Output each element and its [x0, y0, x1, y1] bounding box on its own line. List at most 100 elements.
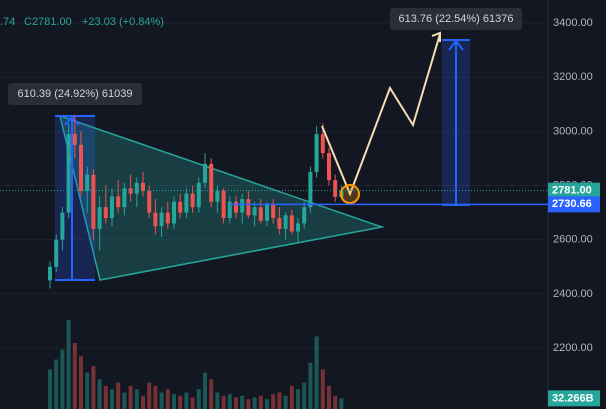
candle-body	[48, 266, 52, 281]
volume-bar	[116, 382, 121, 409]
candle-body	[165, 212, 170, 224]
candle-body	[141, 182, 145, 191]
candle-body	[258, 207, 263, 221]
volume-bar	[190, 397, 195, 409]
volume-bar	[178, 395, 183, 409]
volume-bars	[48, 319, 344, 409]
volume-bar	[302, 382, 307, 409]
measure-arrowhead	[64, 115, 80, 126]
volume-bar	[184, 392, 189, 409]
y-tick-label: 2400.00	[553, 288, 593, 300]
volume-bar	[203, 372, 207, 409]
volume-bar	[79, 356, 83, 409]
candle-body	[60, 212, 65, 240]
header-change: +23.03 (+0.84%)	[82, 16, 164, 28]
volume-bar	[277, 392, 282, 409]
volume-bar	[314, 336, 319, 409]
candle-body	[79, 144, 83, 191]
volume-bar	[122, 392, 127, 409]
volume-bar	[308, 362, 313, 409]
annotation: 610.39 (24.92%) 61039	[18, 88, 133, 100]
candle-body	[54, 239, 59, 267]
volume-bar	[196, 389, 201, 409]
highlight-circle	[340, 184, 360, 204]
projection-arrowhead	[431, 31, 441, 42]
candle-body	[66, 134, 71, 213]
volume-bar	[221, 395, 226, 409]
candle-body	[283, 215, 288, 229]
volume-bar	[327, 385, 331, 409]
candle-body	[314, 134, 319, 172]
volume-bar	[296, 389, 300, 409]
volume-bar	[91, 366, 96, 409]
annotation-box	[390, 8, 522, 30]
candle-body	[308, 171, 313, 208]
candle-body	[122, 188, 127, 208]
volume-bar	[159, 392, 164, 409]
volume-bar	[153, 385, 158, 409]
annotation: 613.76 (22.54%) 61376	[399, 13, 514, 25]
candle-body	[184, 193, 189, 213]
volume-bar	[227, 394, 232, 409]
y-tick-label: 2600.00	[553, 234, 593, 246]
volume-bar	[85, 372, 90, 409]
projection-path	[321, 33, 441, 197]
volume-bar	[134, 389, 139, 409]
volume-bar	[234, 397, 238, 409]
candle-body	[147, 190, 152, 213]
candle-body	[159, 212, 164, 227]
candle-body	[103, 207, 108, 219]
candle-body	[178, 201, 183, 213]
candle-body	[116, 196, 121, 208]
volume-bar	[333, 395, 338, 409]
candle-body	[333, 180, 338, 197]
volume-bar	[283, 395, 288, 409]
candle-body	[271, 204, 276, 219]
candle-body	[246, 199, 251, 216]
volume-bar	[339, 398, 344, 409]
candle-body	[190, 193, 195, 208]
header-prev: .74	[0, 16, 15, 28]
volume-bar	[128, 385, 133, 409]
candle-body	[215, 190, 220, 202]
volume-bar	[165, 389, 170, 409]
candle-body	[85, 174, 90, 191]
candle-body	[327, 153, 331, 181]
candle-body	[265, 204, 269, 221]
volume-bar	[209, 379, 214, 409]
candles	[48, 115, 344, 289]
volume-bar	[265, 399, 269, 409]
volume-bar	[252, 397, 257, 409]
volume-tag-label: 32.266B	[552, 392, 594, 404]
volume-tag	[548, 390, 600, 407]
y-tick-label: 3000.00	[553, 125, 593, 137]
y-tick-label: 3200.00	[553, 71, 593, 83]
candle-body	[110, 196, 114, 219]
volume-bar	[147, 382, 152, 409]
candle-body	[240, 199, 245, 213]
volume-bar	[246, 399, 251, 409]
candle-body	[97, 207, 102, 229]
volume-bar	[110, 389, 114, 409]
volume-bar	[215, 392, 220, 409]
price-tag-label: 2730.66	[552, 198, 592, 210]
volume-bar	[54, 359, 59, 409]
volume-bar	[72, 343, 77, 409]
candle-body	[277, 218, 282, 229]
volume-bar	[60, 349, 65, 409]
candle-body	[234, 201, 238, 213]
candle-body	[134, 182, 139, 194]
volume-bar	[172, 394, 176, 409]
candle-body	[153, 212, 158, 227]
volume-bar	[141, 395, 145, 409]
candle-body	[72, 134, 77, 145]
volume-bar	[240, 395, 245, 409]
price-labels: 2200.002400.002600.002800.003000.003200.…	[0, 17, 600, 407]
volume-bar	[48, 369, 52, 409]
candle-body	[221, 190, 226, 219]
measure-arrowhead	[448, 39, 464, 51]
y-tick-label: 3400.00	[553, 17, 593, 29]
candle-body	[227, 201, 232, 219]
volume-bar	[66, 319, 71, 409]
